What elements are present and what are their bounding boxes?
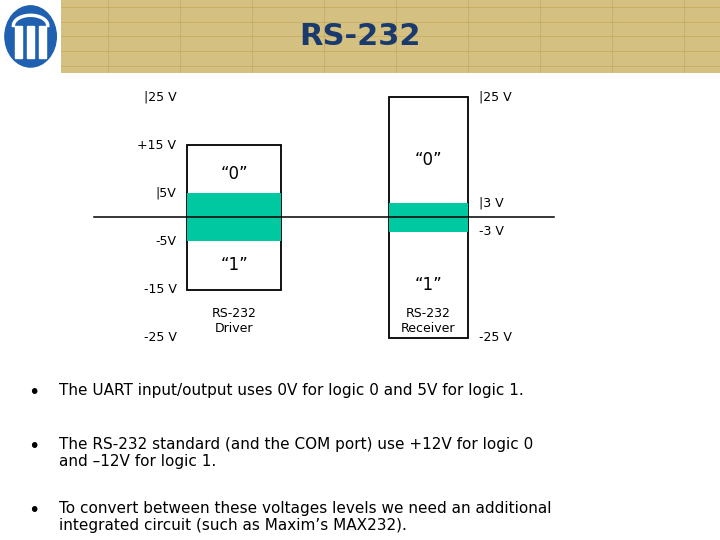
Text: -15 V: -15 V [143, 283, 176, 296]
Text: -25 V: -25 V [143, 331, 176, 344]
Text: RS-232: RS-232 [300, 22, 420, 51]
Text: -3 V: -3 V [479, 225, 504, 238]
Text: RS-232: RS-232 [406, 307, 451, 320]
Text: Driver: Driver [215, 322, 253, 335]
Text: To convert between these voltages levels we need an additional
integrated circui: To convert between these voltages levels… [59, 501, 552, 533]
Text: RS-232: RS-232 [212, 307, 256, 320]
Circle shape [5, 6, 56, 67]
Text: -5V: -5V [156, 235, 176, 248]
Text: Receiver: Receiver [401, 322, 456, 335]
Text: •: • [28, 501, 40, 520]
Text: “1”: “1” [415, 276, 442, 294]
Text: |3 V: |3 V [479, 197, 503, 210]
Bar [187, 145, 281, 289]
Text: |25 V: |25 V [144, 91, 176, 104]
Text: |5V: |5V [156, 187, 176, 200]
Text: |25 V: |25 V [479, 91, 511, 104]
Bar [389, 203, 468, 232]
Text: •: • [28, 383, 40, 402]
Bar [15, 25, 22, 58]
Text: The RS-232 standard (and the COM port) use +12V for logic 0
and –12V for logic 1: The RS-232 standard (and the COM port) u… [59, 437, 533, 469]
Bar [27, 25, 34, 58]
Text: -25 V: -25 V [479, 331, 512, 344]
Text: “0”: “0” [415, 151, 442, 168]
Bar [40, 25, 46, 58]
Bar [187, 193, 281, 241]
Text: The UART input/output uses 0V for logic 0 and 5V for logic 1.: The UART input/output uses 0V for logic … [59, 383, 523, 398]
Text: “0”: “0” [220, 165, 248, 183]
Text: •: • [28, 437, 40, 456]
Text: “1”: “1” [220, 256, 248, 274]
Bar [389, 97, 468, 338]
Text: +15 V: +15 V [138, 139, 176, 152]
